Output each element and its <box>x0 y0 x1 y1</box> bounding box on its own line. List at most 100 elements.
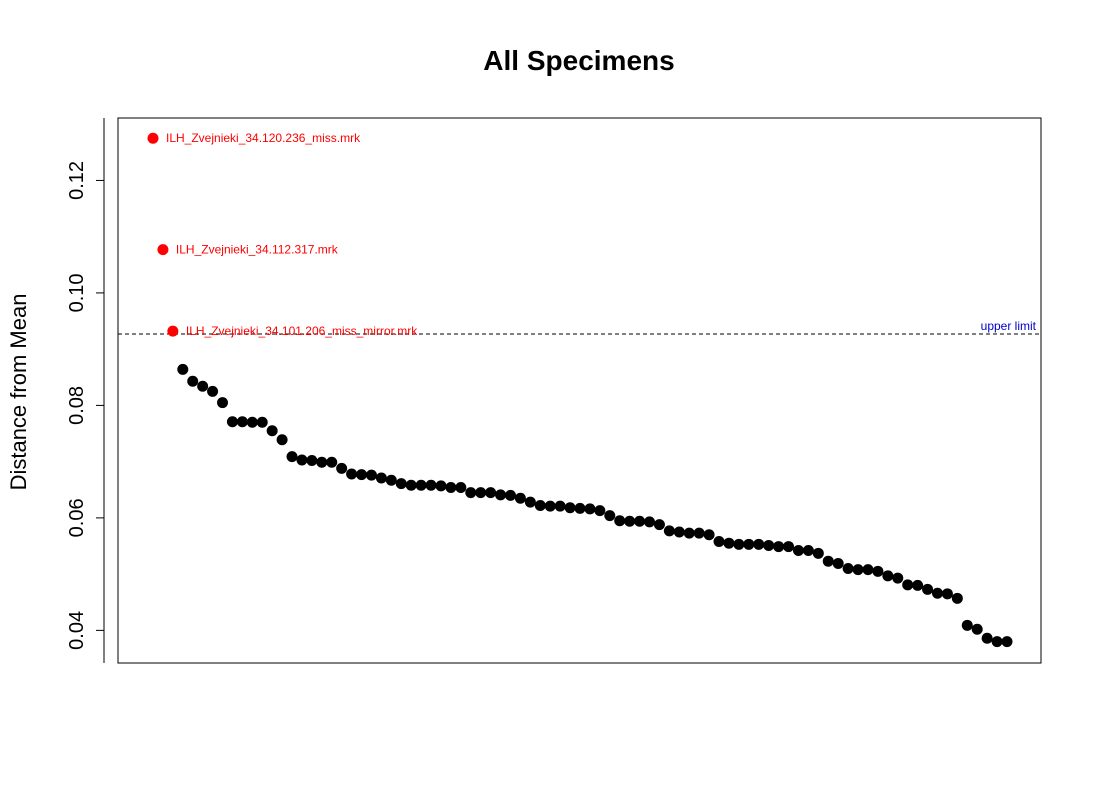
data-point <box>872 565 884 577</box>
data-point <box>852 564 864 576</box>
data-point <box>564 502 576 514</box>
y-axis-label: Distance from Mean <box>6 294 31 491</box>
data-point <box>346 468 358 480</box>
data-point <box>961 619 973 631</box>
data-point <box>703 529 715 541</box>
chart-title: All Specimens <box>483 45 674 76</box>
data-point <box>336 462 348 474</box>
data-point <box>326 456 338 468</box>
data-point <box>832 557 844 569</box>
outlier-labels: ILH_Zvejnieki_34.120.236_miss.mrk ILH_Zve… <box>166 131 418 338</box>
data-point <box>554 500 566 512</box>
data-point <box>594 505 606 517</box>
data-point <box>534 500 546 512</box>
upper-limit-label: upper limit <box>981 319 1037 333</box>
data-point <box>435 480 447 492</box>
data-point <box>226 416 238 428</box>
data-point <box>504 489 516 501</box>
data-point <box>624 515 636 527</box>
data-point <box>236 416 248 428</box>
data-point <box>912 579 924 591</box>
data-point <box>792 545 804 557</box>
data-point <box>217 397 229 409</box>
data-point <box>465 487 477 499</box>
data-point <box>375 472 387 484</box>
data-point <box>683 527 695 539</box>
data-point <box>296 454 308 466</box>
y-tick-label: 0.08 <box>66 386 88 425</box>
data-point <box>971 623 983 635</box>
data-point <box>316 456 328 468</box>
outlier-label: ILH_Zvejnieki_34.112.317.mrk <box>176 243 339 257</box>
outlier-label: ILH_Zvejnieki_34.101.206_miss_mirror.mrk <box>186 324 418 338</box>
data-point <box>385 474 397 486</box>
data-point <box>842 563 854 575</box>
data-point <box>475 487 487 499</box>
data-point <box>902 579 914 591</box>
data-point <box>723 537 735 549</box>
data-point <box>991 636 1003 648</box>
data-point <box>634 515 646 527</box>
outlier-point <box>147 132 159 144</box>
outlier-label: ILH_Zvejnieki_34.120.236_miss.mrk <box>166 131 361 145</box>
data-point <box>1001 636 1013 648</box>
data-point <box>822 555 834 567</box>
data-point <box>862 564 874 576</box>
data-point <box>495 489 507 501</box>
data-point <box>524 496 536 508</box>
data-point <box>644 516 656 528</box>
data-point <box>981 632 993 644</box>
data-point <box>276 434 288 446</box>
y-tick-label: 0.04 <box>66 611 88 650</box>
data-point <box>286 451 298 463</box>
data-point <box>713 536 725 548</box>
data-point <box>931 587 943 599</box>
data-point <box>783 541 795 553</box>
data-point <box>693 527 705 539</box>
data-point <box>306 455 318 467</box>
outlier-point <box>157 244 169 256</box>
data-point <box>197 380 209 392</box>
data-point <box>574 502 586 514</box>
y-tick-label: 0.06 <box>66 498 88 537</box>
data-points <box>147 132 1013 648</box>
y-tick-label: 0.12 <box>66 161 88 200</box>
data-point <box>445 482 457 494</box>
data-point <box>256 416 268 428</box>
data-point <box>395 478 407 490</box>
data-point <box>365 469 377 481</box>
data-point <box>802 545 814 557</box>
data-point <box>187 375 199 387</box>
data-point <box>356 469 368 481</box>
data-point <box>177 363 189 375</box>
data-point <box>882 570 894 582</box>
data-point <box>743 538 755 550</box>
data-point <box>773 541 785 553</box>
data-point <box>455 482 467 494</box>
data-point <box>922 583 934 595</box>
data-point <box>544 500 556 512</box>
data-point <box>941 588 953 600</box>
data-point <box>207 385 219 397</box>
data-point <box>614 515 626 527</box>
y-axis-ticks: 0.04 0.06 0.08 0.10 0.12 <box>66 161 104 650</box>
upper-limit: upper limit <box>118 319 1041 335</box>
y-tick-label: 0.10 <box>66 273 88 312</box>
data-point <box>663 525 675 537</box>
data-point <box>673 526 685 538</box>
data-point <box>425 479 437 491</box>
data-point <box>485 487 497 499</box>
outlier-point <box>167 325 179 337</box>
plot-frame <box>117 117 1042 664</box>
data-point <box>892 572 904 584</box>
data-point <box>415 479 427 491</box>
data-point <box>405 479 417 491</box>
data-point <box>514 492 526 504</box>
data-point <box>733 538 745 550</box>
data-point <box>653 519 665 531</box>
data-point <box>246 416 258 428</box>
data-point <box>266 425 278 437</box>
data-point <box>812 547 824 559</box>
data-point <box>584 503 596 515</box>
